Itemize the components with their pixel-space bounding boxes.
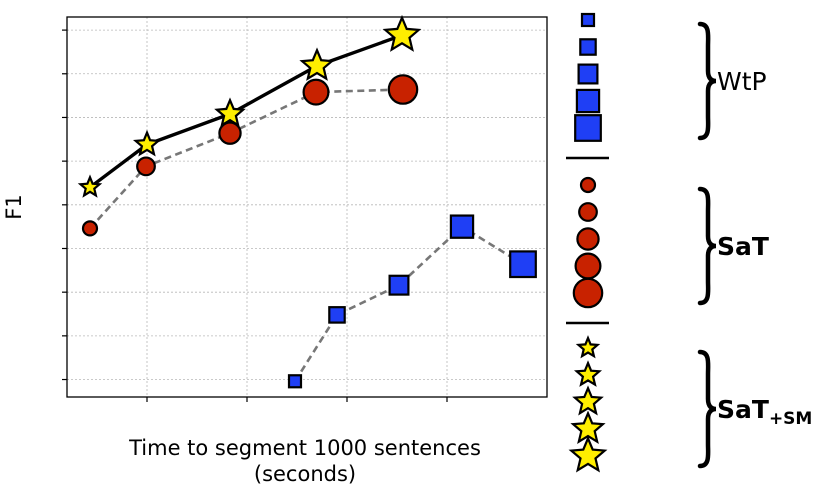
grid xyxy=(67,17,547,397)
wtp-point xyxy=(388,274,410,296)
wtp-point xyxy=(449,214,475,239)
sat-sm-point xyxy=(382,14,422,52)
legend-marker xyxy=(579,38,597,56)
legend-marker xyxy=(575,88,601,114)
sat-point xyxy=(387,74,419,105)
legend-marker xyxy=(580,12,596,28)
sat-line xyxy=(89,88,404,230)
legend-marker xyxy=(574,114,602,142)
legend-marker xyxy=(568,435,608,473)
legend-marker xyxy=(572,385,604,416)
legend-group-name: WtP xyxy=(717,67,767,96)
legend-group-label: SaT+SM xyxy=(717,395,812,429)
legend-marker xyxy=(575,335,601,359)
legend-marker xyxy=(577,63,599,85)
sat-point xyxy=(81,220,99,237)
wtp-point xyxy=(509,250,537,279)
legend-marker xyxy=(573,360,603,387)
legend-brace xyxy=(697,349,717,469)
wtp-point xyxy=(328,306,346,324)
plot-frame xyxy=(66,16,548,398)
sat-sm-point xyxy=(299,47,335,81)
legend-group-label: WtP xyxy=(717,67,767,96)
x-axis-label-unit: (seconds) xyxy=(254,462,356,486)
legend-group-label: SaT xyxy=(717,232,769,261)
sat-point xyxy=(136,156,156,177)
series-markers xyxy=(77,14,537,389)
legend-marker xyxy=(578,202,598,222)
sat-sm-point xyxy=(77,174,103,198)
sat-sm-point xyxy=(132,129,162,157)
legend-group-name: SaT xyxy=(717,395,769,424)
wtp-point xyxy=(287,374,303,389)
legend-marker xyxy=(574,252,602,280)
sat-point xyxy=(218,121,242,145)
legend-marker xyxy=(579,176,597,194)
y-axis-label: F1 xyxy=(2,194,26,219)
legend-group-subscript: +SM xyxy=(769,409,812,429)
legend-brace xyxy=(697,186,717,306)
sat-point xyxy=(302,78,330,106)
axis-ticks xyxy=(62,29,448,402)
legend-marker xyxy=(576,227,600,251)
legend-marker xyxy=(572,277,604,309)
legend-group-name: SaT xyxy=(717,232,769,261)
wtp-line xyxy=(293,225,524,382)
x-axis-label: Time to segment 1000 sentences xyxy=(128,436,481,460)
legend-brace xyxy=(697,21,717,141)
sat-sm-point xyxy=(214,97,246,128)
